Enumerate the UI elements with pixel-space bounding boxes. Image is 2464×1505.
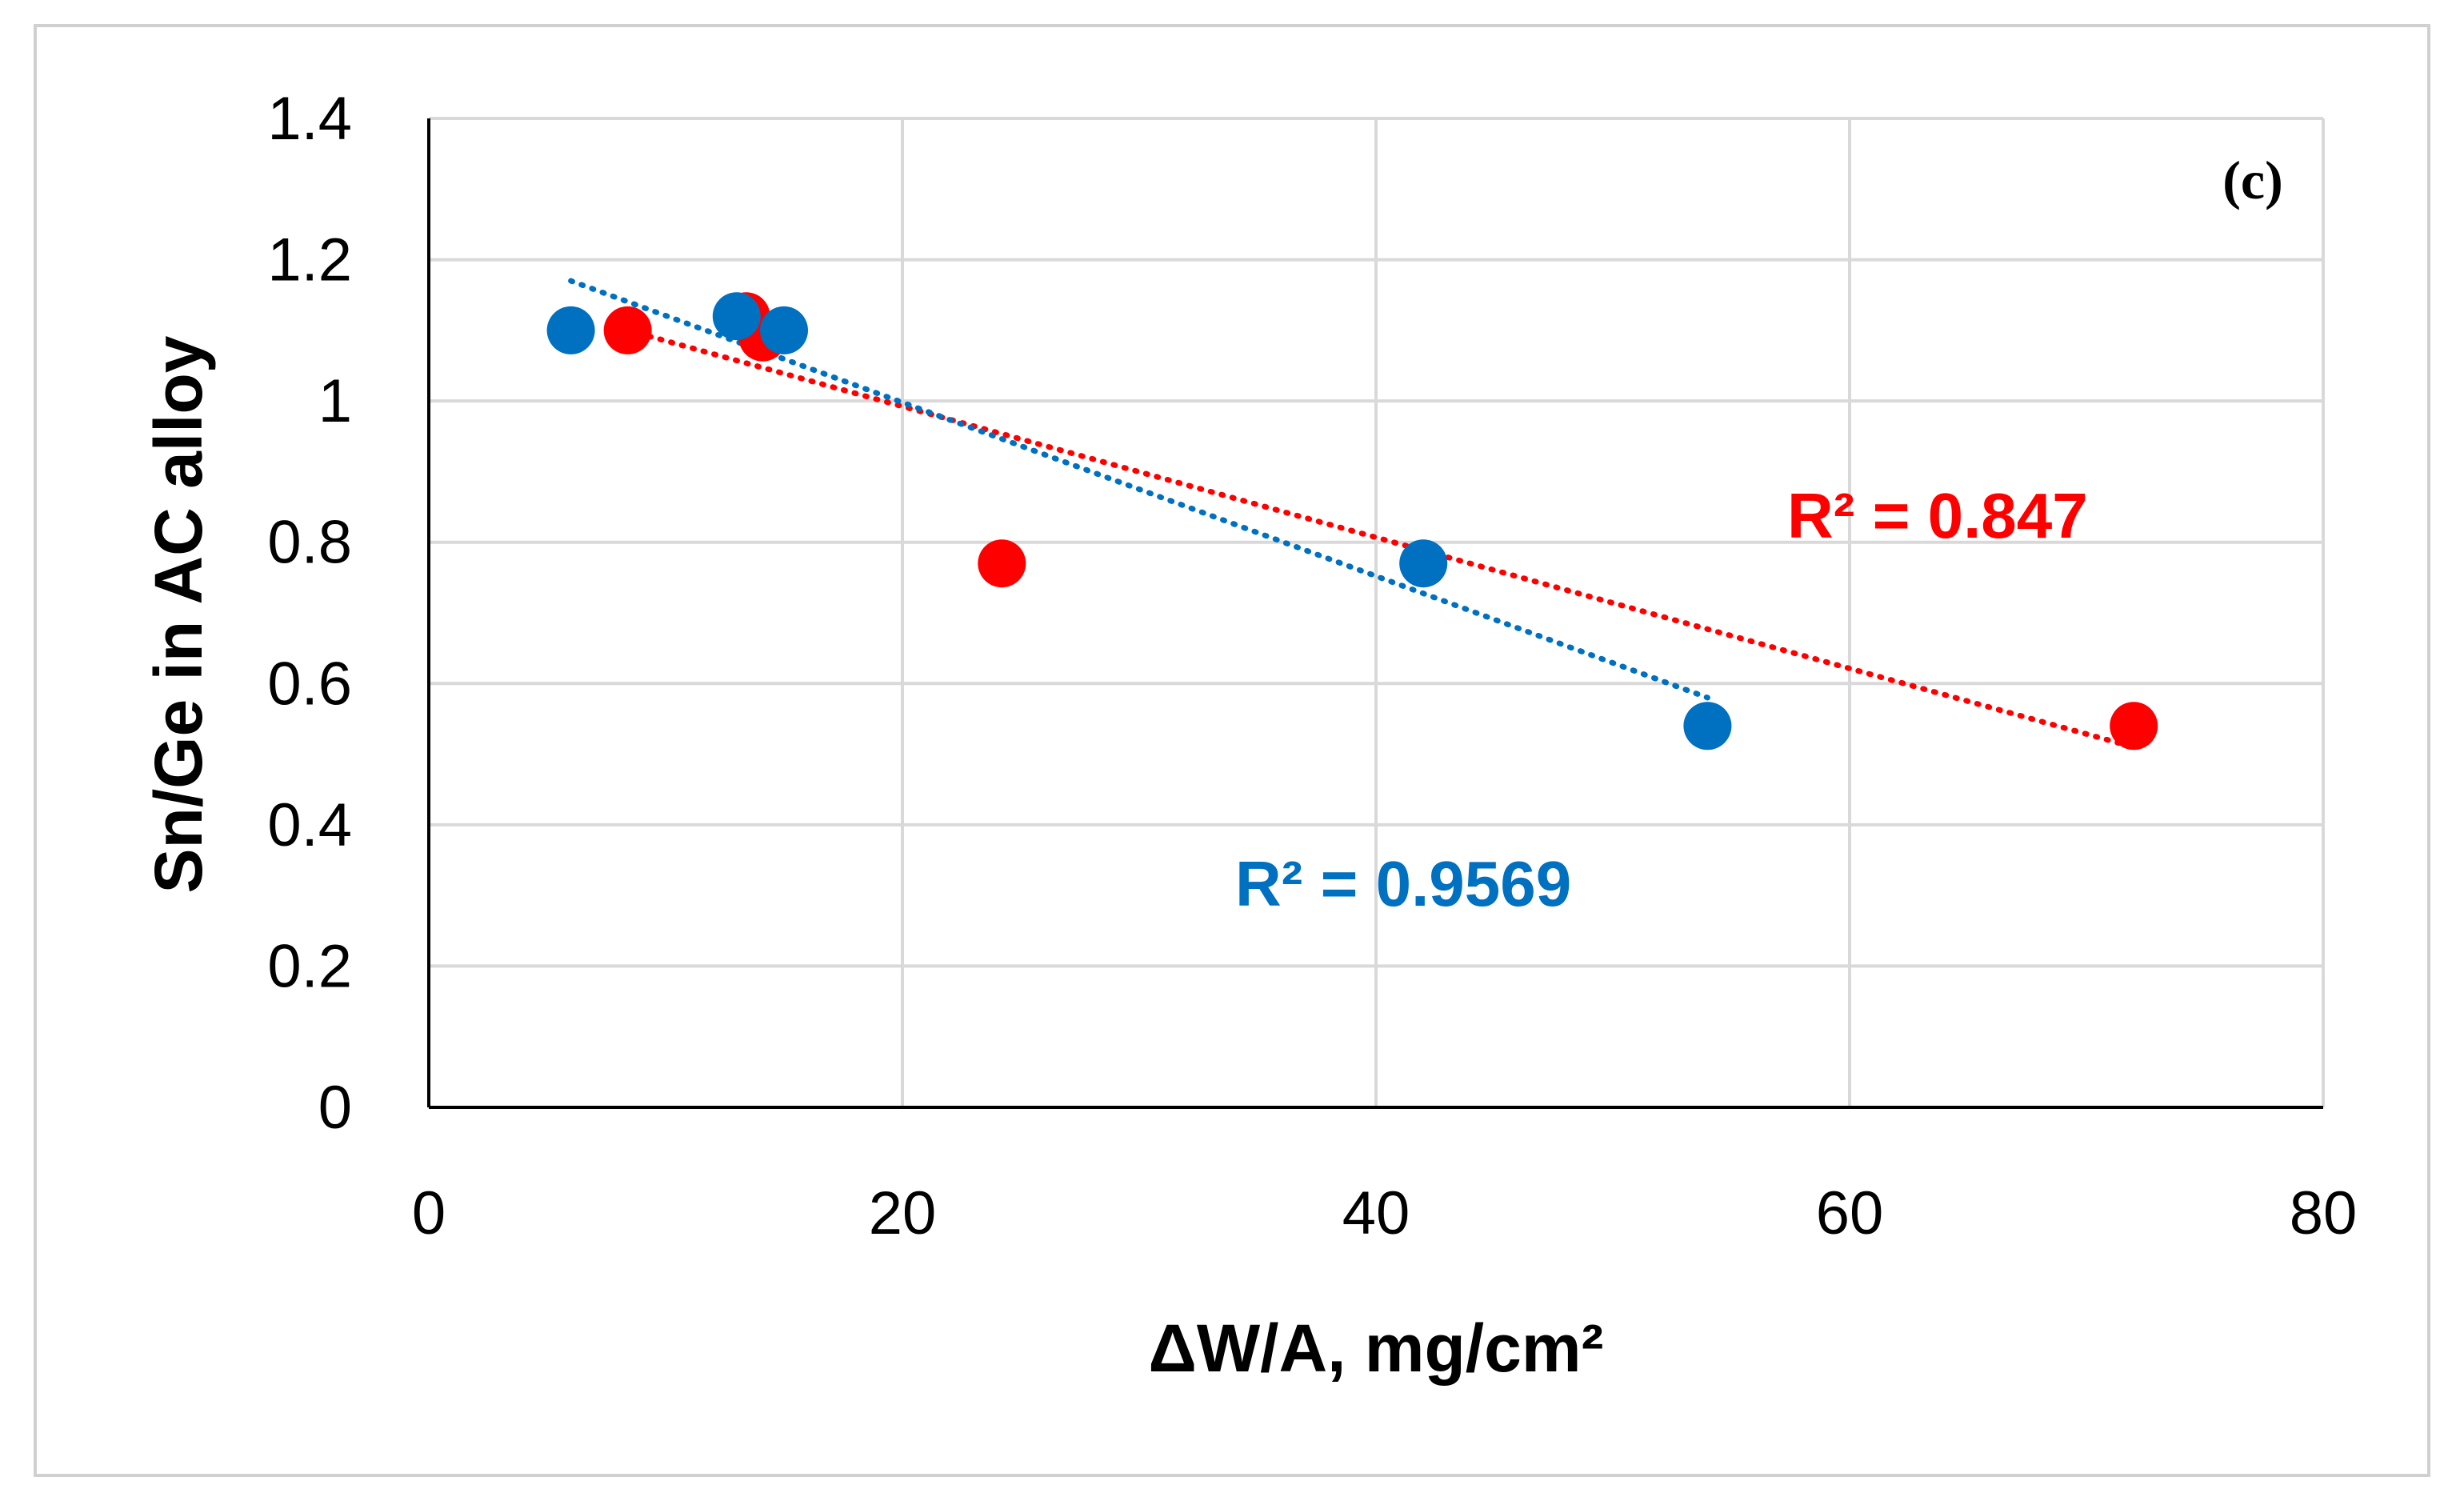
panel-label: (c) <box>2222 150 2282 210</box>
tick-labels: 0 0.2 0.4 0.6 0.8 1 1.2 1.4 0 20 40 60 80 <box>267 85 2357 1247</box>
data-point-blue <box>1683 702 1732 750</box>
axes <box>427 118 2323 1109</box>
x-tick-label: 60 <box>1816 1179 1884 1247</box>
data-point-blue <box>760 306 808 354</box>
data-point-blue <box>712 292 761 341</box>
data-point-blue <box>546 306 595 354</box>
x-tick-label: 0 <box>412 1179 446 1247</box>
y-tick-label: 0.4 <box>267 791 352 859</box>
trendline-red <box>625 327 2137 750</box>
y-tick-label: 0.6 <box>267 650 352 718</box>
y-tick-label: 0.2 <box>267 932 352 1000</box>
r2-label-blue: R² = 0.9569 <box>1235 848 1571 919</box>
y-axis-title: Sn/Ge in AC alloy <box>141 335 216 893</box>
data-point-red <box>2110 702 2158 750</box>
y-tick-label: 1 <box>318 367 352 435</box>
r2-label-red: R² = 0.847 <box>1787 480 2088 551</box>
x-tick-label: 40 <box>1342 1179 1410 1247</box>
x-axis-title: ΔW/A, mg/cm² <box>1148 1311 1603 1386</box>
data-point-red <box>603 306 652 354</box>
data-points <box>546 292 2158 750</box>
x-tick-label: 20 <box>869 1179 937 1247</box>
data-point-red <box>978 539 1026 588</box>
y-tick-label: 0.8 <box>267 509 352 577</box>
gridlines <box>429 117 2325 1107</box>
y-tick-label: 0 <box>318 1074 352 1142</box>
y-tick-label: 1.2 <box>267 226 352 294</box>
x-tick-label: 80 <box>2290 1179 2358 1247</box>
figure-border <box>34 24 2430 1477</box>
y-tick-label: 1.4 <box>267 85 352 153</box>
data-point-blue <box>1399 539 1448 588</box>
